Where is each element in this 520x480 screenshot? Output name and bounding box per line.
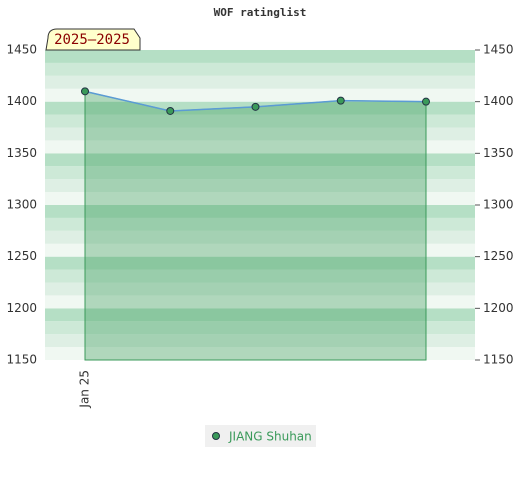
y2-tick-label: 1250 [483, 249, 514, 263]
band [45, 127, 475, 141]
badge-box [45, 28, 141, 51]
y-tick-label: 1400 [6, 94, 37, 108]
chart-title: WOF ratinglist [214, 6, 307, 19]
legend: JIANG Shuhan [212, 430, 312, 444]
band [45, 295, 475, 309]
y-tick-label: 1300 [6, 198, 37, 212]
legend-marker [212, 432, 220, 440]
x-tick-label: Jan 25 [78, 370, 92, 409]
point [422, 97, 430, 106]
band [45, 140, 475, 154]
band [45, 230, 475, 244]
band [45, 114, 475, 128]
y2-tick-label: 1150 [483, 353, 514, 367]
band [45, 347, 475, 360]
band [45, 192, 475, 205]
legend-box [205, 425, 316, 447]
y-tick-label: 1250 [6, 249, 37, 263]
y-tick-label: 1200 [6, 301, 37, 315]
band [45, 166, 475, 180]
y-tick-label: 1450 [6, 43, 37, 57]
plot [81, 87, 430, 361]
band [45, 321, 475, 335]
y2-tick-label: 1200 [483, 301, 514, 315]
band [45, 282, 475, 296]
point [336, 96, 345, 105]
band [45, 75, 475, 89]
band [45, 179, 475, 193]
band [45, 256, 475, 270]
y2-tick-label: 1350 [483, 146, 514, 160]
band [45, 308, 475, 322]
band [45, 269, 475, 283]
point [251, 102, 260, 111]
y2-tick-label: 1450 [483, 43, 514, 57]
band [45, 217, 475, 231]
badge: 2025–2025 [54, 32, 130, 48]
point [166, 106, 175, 115]
point [81, 87, 89, 96]
y2-tick-label: 1400 [483, 94, 514, 108]
y-tick-label: 1350 [6, 146, 37, 160]
band [45, 101, 475, 115]
band [45, 88, 475, 102]
y-tick-label: 1150 [6, 353, 37, 367]
band [45, 153, 475, 167]
band [45, 62, 475, 76]
band [45, 205, 475, 218]
area [84, 90, 427, 361]
legend-label: JIANG Shuhan [228, 430, 312, 444]
plot-background [45, 50, 475, 360]
band [45, 50, 475, 63]
y2-tick-label: 1300 [483, 198, 514, 212]
band [45, 243, 475, 257]
band [45, 334, 475, 348]
